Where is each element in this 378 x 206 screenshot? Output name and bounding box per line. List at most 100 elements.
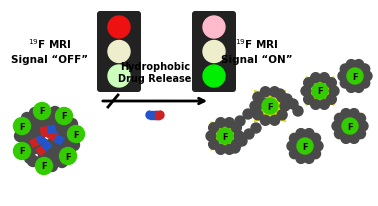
Circle shape (34, 103, 51, 120)
Circle shape (37, 115, 48, 126)
Wedge shape (40, 128, 45, 135)
Circle shape (288, 99, 298, 109)
Circle shape (46, 146, 57, 157)
Circle shape (311, 100, 321, 110)
Circle shape (347, 69, 363, 85)
Circle shape (59, 148, 76, 165)
Polygon shape (37, 135, 46, 144)
Circle shape (22, 113, 33, 124)
Polygon shape (211, 122, 239, 150)
Wedge shape (48, 132, 53, 138)
Polygon shape (54, 135, 64, 145)
Circle shape (51, 127, 62, 138)
Text: F: F (302, 142, 308, 151)
Wedge shape (41, 135, 46, 142)
Circle shape (250, 102, 260, 111)
Circle shape (14, 131, 25, 142)
Circle shape (23, 128, 34, 139)
Text: F: F (41, 162, 47, 171)
Circle shape (262, 98, 278, 115)
Circle shape (332, 121, 342, 131)
Wedge shape (53, 133, 58, 139)
Circle shape (290, 134, 299, 144)
Circle shape (304, 78, 314, 88)
Circle shape (203, 17, 225, 39)
Circle shape (287, 141, 297, 151)
Wedge shape (46, 141, 52, 147)
Text: F: F (267, 102, 273, 111)
Circle shape (36, 158, 53, 175)
Circle shape (20, 138, 31, 149)
Wedge shape (160, 111, 164, 119)
Polygon shape (40, 127, 49, 135)
Text: F: F (39, 107, 45, 116)
Circle shape (275, 90, 285, 99)
Circle shape (203, 41, 225, 63)
Circle shape (34, 142, 45, 153)
Circle shape (42, 121, 54, 132)
Circle shape (17, 121, 28, 132)
Circle shape (29, 143, 40, 154)
Circle shape (277, 93, 287, 103)
Circle shape (14, 143, 31, 160)
Circle shape (282, 95, 292, 104)
Circle shape (340, 65, 350, 75)
Wedge shape (42, 129, 47, 136)
Circle shape (237, 136, 247, 146)
Circle shape (34, 134, 45, 145)
Circle shape (51, 134, 62, 145)
Circle shape (25, 153, 36, 164)
Circle shape (349, 109, 359, 119)
Circle shape (304, 95, 314, 105)
Circle shape (224, 145, 234, 154)
Circle shape (56, 108, 73, 125)
Circle shape (310, 149, 321, 159)
Circle shape (71, 129, 82, 140)
Polygon shape (47, 126, 56, 134)
Circle shape (108, 66, 130, 88)
Circle shape (312, 84, 328, 99)
Circle shape (108, 17, 130, 39)
Text: F: F (19, 122, 25, 131)
Polygon shape (30, 138, 39, 147)
Circle shape (48, 123, 59, 134)
Circle shape (253, 93, 263, 103)
Circle shape (230, 143, 240, 153)
Circle shape (270, 87, 280, 97)
Circle shape (209, 123, 219, 133)
Circle shape (54, 122, 65, 133)
Circle shape (304, 154, 314, 164)
Circle shape (54, 139, 65, 150)
Circle shape (304, 129, 314, 139)
Text: F: F (222, 132, 228, 141)
Circle shape (217, 128, 233, 144)
Circle shape (260, 116, 270, 126)
Circle shape (319, 100, 329, 110)
Circle shape (341, 109, 351, 119)
Circle shape (53, 151, 64, 162)
Circle shape (45, 140, 56, 151)
Text: F: F (347, 122, 353, 131)
Circle shape (42, 144, 54, 155)
Circle shape (45, 118, 56, 129)
Circle shape (296, 129, 306, 139)
Text: Hydrophobic
Drug Release: Hydrophobic Drug Release (118, 61, 192, 84)
Circle shape (50, 123, 60, 134)
Circle shape (203, 66, 225, 88)
Text: F: F (73, 130, 79, 139)
Circle shape (108, 41, 130, 63)
Circle shape (311, 73, 321, 83)
Circle shape (354, 60, 364, 70)
Circle shape (326, 78, 336, 88)
Circle shape (29, 137, 40, 148)
Text: Signal “OFF”: Signal “OFF” (11, 55, 88, 65)
Wedge shape (36, 149, 42, 155)
Circle shape (335, 129, 344, 139)
Circle shape (329, 87, 339, 97)
Circle shape (243, 109, 253, 119)
Circle shape (313, 141, 323, 151)
Circle shape (37, 161, 48, 172)
Circle shape (277, 110, 287, 120)
Circle shape (45, 114, 56, 125)
Circle shape (54, 118, 65, 129)
